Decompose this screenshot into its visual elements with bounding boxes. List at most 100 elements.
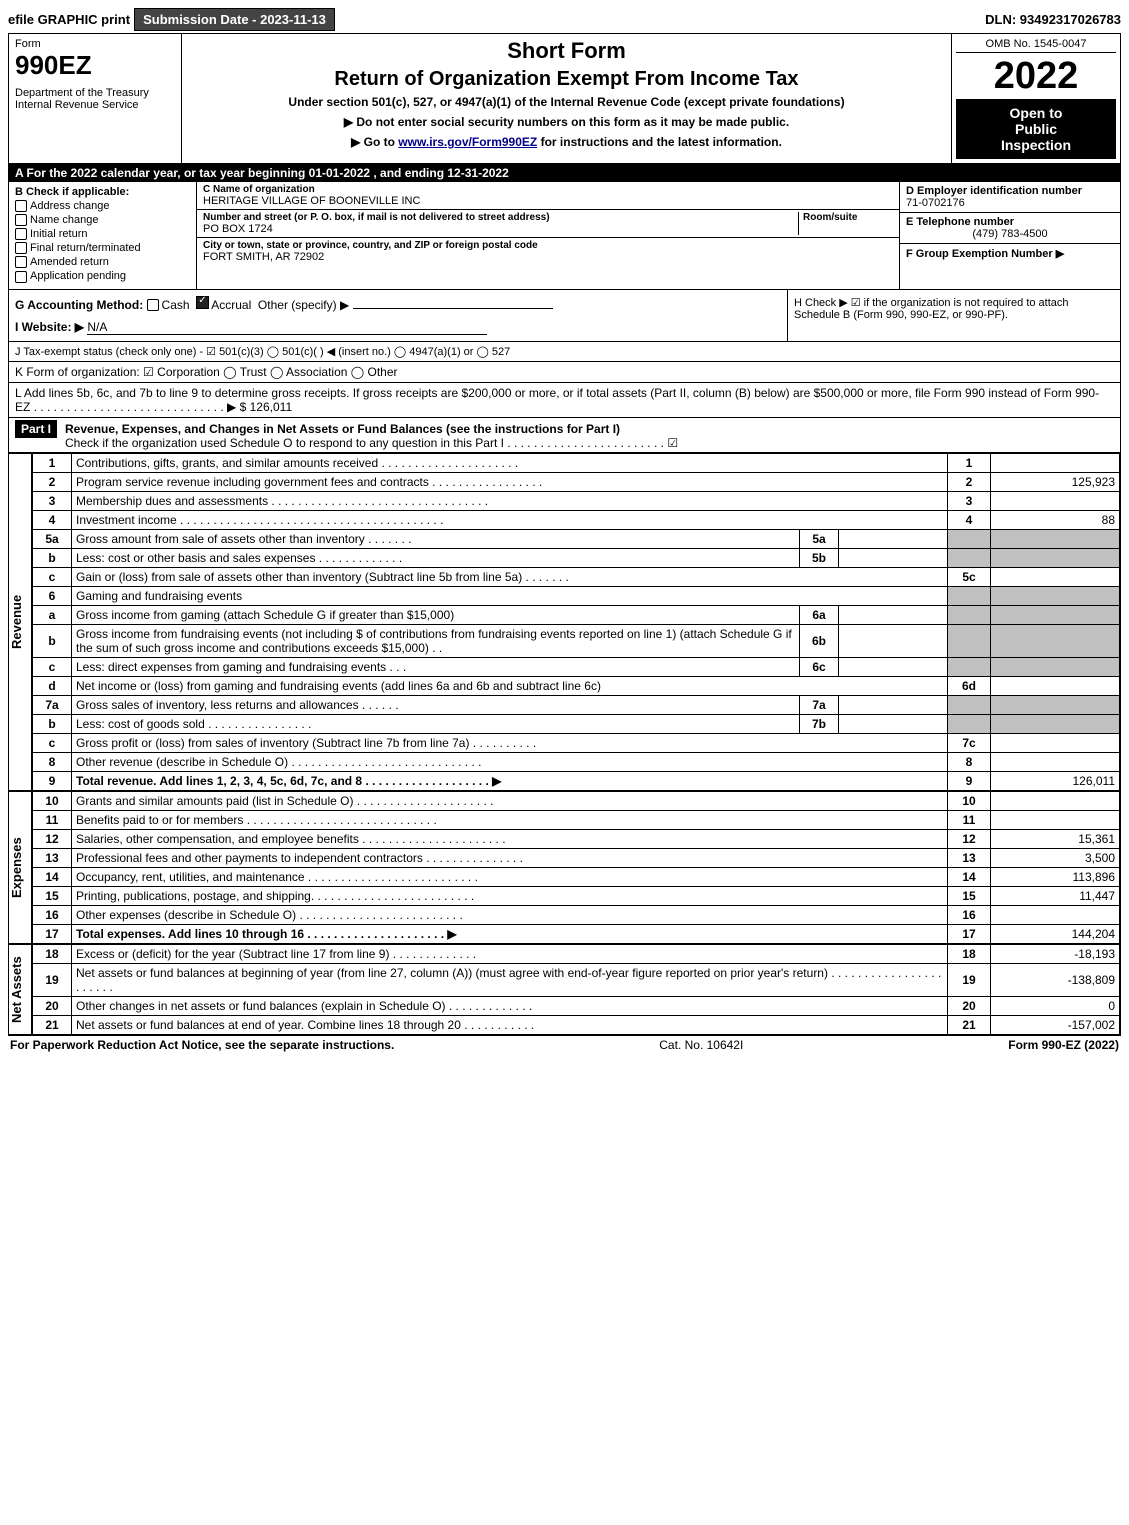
l15-num: 15 (33, 886, 72, 905)
l2-desc: Program service revenue including govern… (72, 472, 948, 491)
l6c-subval (839, 657, 948, 676)
row-l: L Add lines 5b, 6c, and 7b to line 9 to … (9, 383, 1120, 418)
l15-val: 11,447 (991, 886, 1120, 905)
subtitle: Under section 501(c), 527, or 4947(a)(1)… (188, 95, 945, 109)
l5b-ref-grey (948, 548, 991, 567)
l6b-subref: 6b (800, 624, 839, 657)
revenue-vlabel: Revenue (9, 453, 32, 791)
part1-label: Part I (15, 420, 57, 438)
col-d: D Employer identification number 71-0702… (899, 182, 1120, 289)
l14-ref: 14 (948, 867, 991, 886)
l6b-subval (839, 624, 948, 657)
l6b-num: b (33, 624, 72, 657)
l4-val: 88 (991, 510, 1120, 529)
l6a-subval (839, 605, 948, 624)
l2-num: 2 (33, 472, 72, 491)
inspect-l2: Public (958, 121, 1114, 137)
top-bar: efile GRAPHIC print Submission Date - 20… (8, 8, 1121, 31)
l5b-val-grey (991, 548, 1120, 567)
col-b-title: B Check if applicable: (15, 186, 190, 198)
expenses-section: Expenses 10Grants and similar amounts pa… (9, 791, 1120, 944)
dln: DLN: 93492317026783 (985, 12, 1121, 27)
l5a-desc: Gross amount from sale of assets other t… (72, 529, 800, 548)
l2-ref: 2 (948, 472, 991, 491)
l5b-subref: 5b (800, 548, 839, 567)
l1-num: 1 (33, 453, 72, 472)
note-link-post: for instructions and the latest informat… (537, 135, 782, 149)
l21-ref: 21 (948, 1015, 991, 1034)
org-address: PO BOX 1724 (203, 223, 798, 235)
l14-desc: Occupancy, rent, utilities, and maintena… (72, 867, 948, 886)
l7b-num: b (33, 714, 72, 733)
irs-link[interactable]: www.irs.gov/Form990EZ (398, 135, 537, 149)
checkbox-accrual[interactable] (196, 296, 209, 309)
netassets-vlabel: Net Assets (9, 944, 32, 1035)
l18-ref: 18 (948, 944, 991, 963)
l17-ref: 17 (948, 924, 991, 943)
form-frame: Form 990EZ Department of the Treasury In… (8, 33, 1121, 1036)
efile-label[interactable]: efile GRAPHIC print (8, 12, 130, 27)
opt-cash: Cash (162, 298, 190, 312)
l16-desc: Other expenses (describe in Schedule O) … (72, 905, 948, 924)
l8-desc: Other revenue (describe in Schedule O) .… (72, 752, 948, 771)
l5b-desc: Less: cost or other basis and sales expe… (72, 548, 800, 567)
l20-num: 20 (33, 996, 72, 1015)
checkbox-amended-return[interactable] (15, 256, 27, 268)
l5a-num: 5a (33, 529, 72, 548)
row-h: H Check ▶ ☑ if the organization is not r… (787, 290, 1120, 341)
l6b-ref-grey (948, 624, 991, 657)
l9-desc: Total revenue. Add lines 1, 2, 3, 4, 5c,… (72, 771, 948, 790)
l19-desc: Net assets or fund balances at beginning… (72, 963, 948, 996)
l18-desc: Excess or (deficit) for the year (Subtra… (72, 944, 948, 963)
checkbox-application-pending[interactable] (15, 271, 27, 283)
l11-num: 11 (33, 810, 72, 829)
l12-num: 12 (33, 829, 72, 848)
l3-ref: 3 (948, 491, 991, 510)
checkbox-name-change[interactable] (15, 214, 27, 226)
l6-val-grey (991, 586, 1120, 605)
checkbox-initial-return[interactable] (15, 228, 27, 240)
l6a-subref: 6a (800, 605, 839, 624)
l10-ref: 10 (948, 791, 991, 810)
l12-val: 15,361 (991, 829, 1120, 848)
l3-desc: Membership dues and assessments . . . . … (72, 491, 948, 510)
l6d-num: d (33, 676, 72, 695)
l6-num: 6 (33, 586, 72, 605)
footer-left: For Paperwork Reduction Act Notice, see … (10, 1038, 394, 1052)
submission-date: Submission Date - 2023-11-13 (134, 8, 335, 31)
l10-num: 10 (33, 791, 72, 810)
l17-num: 17 (33, 924, 72, 943)
l12-ref: 12 (948, 829, 991, 848)
row-j: J Tax-exempt status (check only one) - ☑… (9, 342, 1120, 362)
checkbox-final-return[interactable] (15, 242, 27, 254)
l7c-desc: Gross profit or (loss) from sales of inv… (72, 733, 948, 752)
l1-ref: 1 (948, 453, 991, 472)
info-grid: B Check if applicable: Address change Na… (9, 182, 1120, 290)
l10-val (991, 791, 1120, 810)
l21-val: -157,002 (991, 1015, 1120, 1034)
opt-initial-return: Initial return (30, 228, 87, 240)
checkbox-cash[interactable] (147, 299, 159, 311)
l14-num: 14 (33, 867, 72, 886)
l2-val: 125,923 (991, 472, 1120, 491)
l9-ref: 9 (948, 771, 991, 790)
col-b: B Check if applicable: Address change Na… (9, 182, 197, 289)
l6d-val (991, 676, 1120, 695)
org-name-label: C Name of organization (203, 184, 893, 195)
checkbox-address-change[interactable] (15, 200, 27, 212)
l7a-num: 7a (33, 695, 72, 714)
tel-label: E Telephone number (906, 216, 1114, 228)
l6-desc: Gaming and fundraising events (72, 586, 948, 605)
opt-final-return: Final return/terminated (30, 242, 141, 254)
form-code: 990EZ (15, 50, 175, 81)
note-link-pre: ▶ Go to (351, 135, 398, 149)
l6d-desc: Net income or (loss) from gaming and fun… (72, 676, 948, 695)
l6c-val-grey (991, 657, 1120, 676)
l5c-val (991, 567, 1120, 586)
title-return: Return of Organization Exempt From Incom… (188, 68, 945, 91)
l19-ref: 19 (948, 963, 991, 996)
l12-desc: Salaries, other compensation, and employ… (72, 829, 948, 848)
note-ssn: ▶ Do not enter social security numbers o… (188, 115, 945, 129)
section-a: A For the 2022 calendar year, or tax yea… (9, 164, 1120, 182)
l17-desc: Total expenses. Add lines 10 through 16 … (72, 924, 948, 943)
